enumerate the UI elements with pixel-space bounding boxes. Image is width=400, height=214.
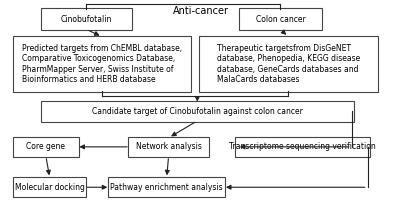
FancyBboxPatch shape bbox=[235, 137, 370, 157]
Text: Predicted targets from ChEMBL database,
Comparative Toxicogenomics Database,
Pha: Predicted targets from ChEMBL database, … bbox=[22, 44, 182, 84]
FancyBboxPatch shape bbox=[239, 8, 322, 30]
Text: Network analysis: Network analysis bbox=[136, 142, 202, 151]
FancyBboxPatch shape bbox=[13, 137, 78, 157]
FancyBboxPatch shape bbox=[108, 177, 225, 197]
FancyBboxPatch shape bbox=[128, 137, 209, 157]
FancyBboxPatch shape bbox=[199, 36, 378, 92]
Text: Core gene: Core gene bbox=[26, 142, 65, 151]
Text: Pathway enrichment analysis: Pathway enrichment analysis bbox=[110, 183, 223, 192]
Text: Cinobufotalin: Cinobufotalin bbox=[61, 15, 112, 24]
Text: Molecular docking: Molecular docking bbox=[15, 183, 85, 192]
FancyBboxPatch shape bbox=[41, 101, 354, 122]
Text: Anti-cancer: Anti-cancer bbox=[173, 6, 229, 16]
FancyBboxPatch shape bbox=[41, 8, 132, 30]
FancyBboxPatch shape bbox=[13, 177, 86, 197]
Text: Transcriptome sequencing verification: Transcriptome sequencing verification bbox=[229, 142, 376, 151]
Text: Candidate target of Cinobufotalin against colon cancer: Candidate target of Cinobufotalin agains… bbox=[92, 107, 303, 116]
Text: Therapeutic targetsfrom DisGeNET
database, Phenopedia, KEGG disease
database, Ge: Therapeutic targetsfrom DisGeNET databas… bbox=[217, 44, 360, 84]
FancyBboxPatch shape bbox=[13, 36, 191, 92]
Text: Colon cancer: Colon cancer bbox=[256, 15, 305, 24]
